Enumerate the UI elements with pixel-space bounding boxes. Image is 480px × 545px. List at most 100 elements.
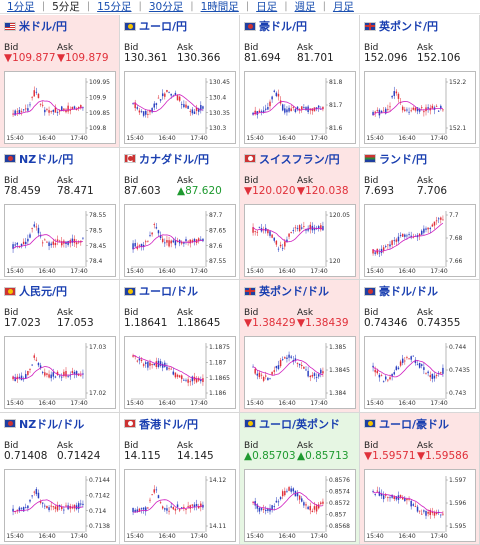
pair-title[interactable]: ユーロ/円 xyxy=(139,20,188,33)
mini-candlestick-chart[interactable]: 0.744 0.7435 0.743 15:40 16:40 17:40 xyxy=(364,336,476,409)
pair-title[interactable]: ユーロ/ドル xyxy=(139,285,199,298)
candle-body xyxy=(35,359,38,361)
bid-ask-labels: Bid Ask xyxy=(124,441,236,451)
mini-candlestick-chart[interactable]: 130.45 130.4 130.35 130.3 15:40 16:40 17:40 xyxy=(124,71,236,144)
ask-value: 0.74355 xyxy=(417,317,461,329)
rate-card[interactable]: ユーロ/ドル Bid Ask 1.18641 1.18645 1.1875 1.187 1.1… xyxy=(120,280,240,413)
pair-title[interactable]: 人民元/円 xyxy=(19,285,68,298)
rate-card[interactable]: 人民元/円 Bid Ask 17.023 17.053 17.03 17.02 15:40 16… xyxy=(0,280,120,413)
mini-candlestick-chart[interactable]: 120.05 120 15:40 16:40 17:40 xyxy=(244,203,356,277)
pair-title[interactable]: NZドル/円 xyxy=(19,152,74,166)
pair-title[interactable]: 英ポンド/ドル xyxy=(259,285,330,298)
tab-1[interactable]: 5分足 xyxy=(52,0,80,13)
pair-title[interactable]: 米ドル/円 xyxy=(19,20,68,33)
mini-candlestick-chart[interactable]: 14.12 14.11 15:40 16:40 17:40 xyxy=(124,468,236,542)
x-tick-label: 17:40 xyxy=(190,400,207,407)
candle-body xyxy=(277,365,280,370)
tab-6[interactable]: 週足 xyxy=(294,0,316,13)
rate-card[interactable]: 豪ドル/ドル Bid Ask 0.74346 0.74355 0.744 0.7435 0.7… xyxy=(360,280,480,413)
pair-title[interactable]: NZドル/ドル xyxy=(19,417,85,431)
rate-card[interactable]: スイスフラン/円 Bid Ask ▼120.020 ▼120.038 120.05 120 1… xyxy=(240,147,360,280)
ask-label: Ask xyxy=(417,308,434,318)
candle-body xyxy=(320,369,322,374)
rate-card[interactable]: NZドル/円 Bid Ask 78.459 78.471 78.55 78.5 78.45 78… xyxy=(0,147,120,280)
x-tick-label: 17:40 xyxy=(190,533,207,540)
bid-ask-values: 17.023 17.053 xyxy=(4,317,119,329)
mini-candlestick-chart[interactable]: 109.95 109.9 109.85 109.8 15:40 16:40 17:40 xyxy=(4,71,116,144)
ask-value: 152.106 xyxy=(417,52,461,64)
rate-card[interactable]: 英ポンド/ドル Bid Ask ▼1.38429 ▼1.38439 1.385 1.3845… xyxy=(240,280,360,413)
rate-card[interactable]: 英ポンド/円 Bid Ask 152.096 152.106 152.2 152.1 15:4… xyxy=(360,15,480,148)
rate-card[interactable]: 米ドル/円 Bid Ask ▼109.877 ▼109.879 109.95 109.9 10… xyxy=(0,15,120,148)
rate-card[interactable]: 豪ドル/円 Bid Ask 81.694 81.701 81.8 81.7 81.6 15:40… xyxy=(240,15,360,148)
pair-title[interactable]: 英ポンド/円 xyxy=(379,20,439,33)
rate-card[interactable]: NZドル/ドル Bid Ask 0.71408 0.71424 0.7144 0.7142 0… xyxy=(0,412,120,545)
y-tick-label: 7.7 xyxy=(449,212,459,219)
mini-candlestick-chart[interactable]: 7.7 7.68 7.66 15:40 16:40 17:40 xyxy=(364,203,476,277)
mini-candlestick-chart[interactable]: 152.2 152.1 15:40 16:40 17:40 xyxy=(364,71,476,144)
bid-value: 81.694 xyxy=(244,52,281,64)
y-tick-label: 109.8 xyxy=(89,125,106,132)
candle-body xyxy=(307,506,309,509)
candle-body xyxy=(71,238,74,243)
candle-body xyxy=(433,221,436,226)
candle-body xyxy=(374,493,376,495)
candle-body xyxy=(269,101,271,107)
tab-3[interactable]: 30分足 xyxy=(148,0,184,13)
flag-icon xyxy=(244,21,256,31)
tab-7[interactable]: 月足 xyxy=(332,0,354,13)
candle-body xyxy=(425,227,427,230)
candle-body xyxy=(397,93,400,99)
candle-body xyxy=(161,505,164,508)
candle-body xyxy=(395,91,398,94)
pair-title[interactable]: ユーロ/英ポンド xyxy=(259,417,341,431)
candle-body xyxy=(256,231,259,233)
pair-title[interactable]: ユーロ/豪ドル xyxy=(379,417,450,431)
candle-body xyxy=(65,371,67,377)
tab-5[interactable]: 日足 xyxy=(256,0,278,13)
mini-candlestick-chart[interactable]: 87.7 87.65 87.6 87.55 15:40 16:40 17:40 xyxy=(124,203,236,277)
rate-card[interactable]: ユーロ/英ポンド Bid Ask ▲0.85703 ▲0.85713 0.8576 0.85… xyxy=(240,412,360,545)
mini-candlestick-chart[interactable]: 1.597 1.596 1.595 15:40 16:40 17:40 xyxy=(364,468,476,542)
candle-body xyxy=(288,354,290,358)
bid-ask-values: 14.115 14.145 xyxy=(124,450,239,462)
candle-body xyxy=(33,223,35,227)
mini-candlestick-chart[interactable]: 78.55 78.5 78.45 78.4 15:40 16:40 17:40 xyxy=(4,203,116,277)
pair-title[interactable]: スイスフラン/円 xyxy=(259,152,340,166)
tab-4[interactable]: 1時間足 xyxy=(200,0,239,13)
rate-card[interactable]: ユーロ/豪ドル Bid Ask ▼1.59571 ▼1.59586 1.597 1.596 1… xyxy=(360,412,480,545)
candle-body xyxy=(157,229,160,233)
pair-title[interactable]: ランド/円 xyxy=(379,152,428,166)
candle-body xyxy=(56,238,59,241)
y-tick-label: 1.596 xyxy=(449,500,466,507)
candle-body xyxy=(164,362,166,367)
mini-candlestick-chart[interactable]: 17.03 17.02 15:40 16:40 17:40 xyxy=(4,336,116,409)
mini-candlestick-chart[interactable]: 81.8 81.7 81.6 15:40 16:40 17:40 xyxy=(244,71,356,144)
x-tick-label: 16:40 xyxy=(38,135,55,142)
rate-card[interactable]: ランド/円 Bid Ask 7.693 7.706 7.7 7.68 7.66 15:40 16:… xyxy=(360,147,480,280)
pair-title[interactable]: 豪ドル/円 xyxy=(259,20,308,33)
pair-title[interactable]: 香港ドル/円 xyxy=(139,417,199,431)
x-tick-label: 17:40 xyxy=(190,268,207,275)
mini-candlestick-chart[interactable]: 1.1875 1.187 1.1865 1.186 15:40 16:40 17:40 xyxy=(124,336,236,409)
pair-title[interactable]: 豪ドル/ドル xyxy=(379,285,439,298)
candle-body xyxy=(67,375,69,377)
rate-card[interactable]: 香港ドル/円 Bid Ask 14.115 14.145 14.12 14.11 15:40 1… xyxy=(120,412,240,545)
y-tick-label: 0.714 xyxy=(89,507,106,514)
mini-candlestick-chart[interactable]: 0.8576 0.8574 0.8572 0.857 0.8568 15:40 16:40 1… xyxy=(244,468,356,542)
x-tick-label: 15:40 xyxy=(6,135,23,142)
candle-body xyxy=(197,108,200,112)
tab-0[interactable]: 1分足 xyxy=(7,0,35,13)
candle-body xyxy=(191,109,194,114)
candle-body xyxy=(391,373,393,377)
y-tick-label: 130.4 xyxy=(209,95,226,102)
rate-card[interactable]: カナダドル/円 Bid Ask 87.603 ▲87.620 87.7 87.65 87.6 8… xyxy=(120,147,240,280)
y-tick-label: 17.02 xyxy=(89,390,106,397)
tab-2[interactable]: 15分足 xyxy=(97,0,132,13)
mini-candlestick-chart[interactable]: 1.385 1.3845 1.384 15:40 16:40 17:40 xyxy=(244,336,356,409)
candle-body xyxy=(12,243,14,249)
rate-card[interactable]: ユーロ/円 Bid Ask 130.361 130.366 130.45 130.4 130.… xyxy=(120,15,240,148)
candle-body xyxy=(195,107,198,111)
pair-title[interactable]: カナダドル/円 xyxy=(139,152,210,166)
mini-candlestick-chart[interactable]: 0.7144 0.7142 0.714 0.7138 15:40 16:40 17:40 xyxy=(4,468,116,542)
